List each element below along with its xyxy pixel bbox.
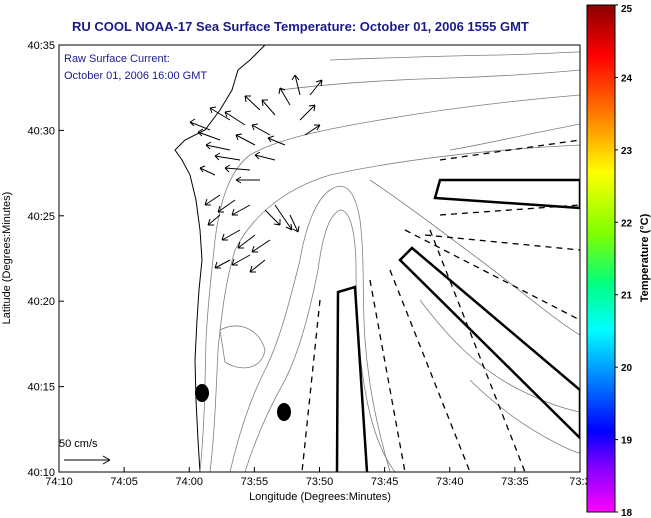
colorbar-tick-label: 19 (621, 436, 633, 447)
x-tick-label: 73:35 (501, 476, 529, 488)
y-tick-label: 40:20 (27, 296, 55, 308)
colorbar-tick-label: 18 (621, 508, 633, 518)
colorbar-tick-label: 24 (621, 73, 633, 84)
x-tick-label: 73:45 (371, 476, 399, 488)
colorbar-tick-label: 22 (621, 218, 633, 229)
y-tick-label: 40:30 (27, 125, 55, 137)
coastline (59, 45, 266, 472)
surface-current-vectors (189, 74, 323, 273)
x-tick-label: 74:05 (110, 476, 138, 488)
colorbar-ticks: 25 24 23 22 21 20 19 18 (615, 4, 633, 518)
x-tick-label: 73:3 (569, 476, 590, 488)
y-axis: 40:35 40:30 40:25 40:20 40:15 40:10 (27, 40, 64, 479)
scale-arrow (64, 455, 111, 465)
map-area: Raw Surface Current: October 01, 2006 16… (59, 45, 580, 472)
colorbar-tick-label: 25 (621, 4, 633, 15)
colorbar-tick-label: 23 (621, 146, 633, 157)
x-axis: 74:10 74:05 74:00 73:55 73:50 73:45 73:40 73:35… (45, 467, 591, 488)
x-axis-label: Longitude (Degrees:Minutes) (249, 491, 391, 503)
chart-title: RU COOL NOAA-17 Sea Surface Temperature:… (72, 19, 529, 34)
colorbar-label: Temperature (°C) (639, 213, 651, 302)
bathymetry-contours (199, 51, 580, 472)
colorbar-tick-label: 21 (621, 291, 633, 302)
marker-1 (195, 384, 209, 402)
y-tick-label: 40:25 (27, 211, 55, 223)
x-tick-label: 73:50 (306, 476, 334, 488)
y-tick-label: 40:35 (27, 40, 55, 52)
y-tick-label: 40:10 (27, 467, 55, 479)
scale-label: 50 cm/s (59, 438, 98, 450)
colorbar-tick-label: 20 (621, 363, 633, 374)
x-tick-label: 74:00 (175, 476, 203, 488)
dashed-rays (301, 139, 580, 472)
x-tick-label: 73:40 (436, 476, 464, 488)
raw-current-label: Raw Surface Current: (64, 53, 170, 65)
x-tick-label: 73:55 (241, 476, 269, 488)
raw-current-date: October 01, 2006 16:00 GMT (64, 70, 207, 82)
y-tick-label: 40:15 (27, 382, 55, 394)
marker-2 (277, 403, 291, 421)
y-axis-label: Latitude (Degrees:Minutes) (1, 192, 13, 325)
outlined-boxes (335, 178, 580, 472)
colorbar (586, 4, 616, 513)
x-tick-label: 74:10 (45, 476, 73, 488)
